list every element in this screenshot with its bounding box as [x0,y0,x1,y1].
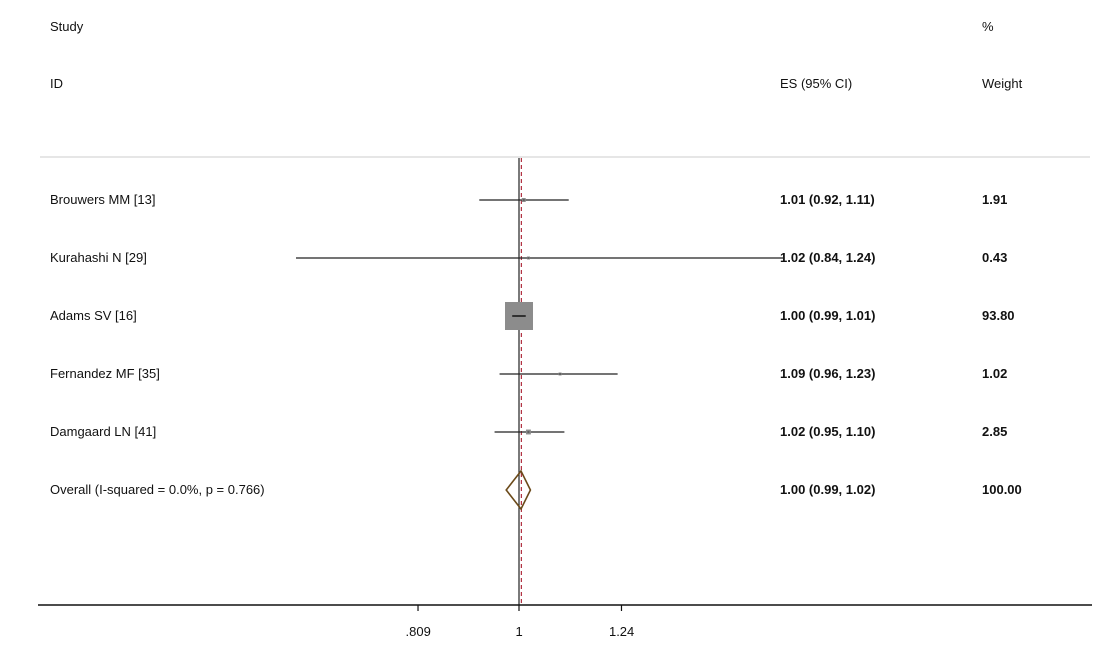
es-ci-1: 1.02 (0.84, 1.24) [780,250,876,265]
weight-0: 1.91 [982,192,1008,207]
x-tick-label-0: .809 [405,624,431,639]
es-ci-4: 1.02 (0.95, 1.10) [780,424,876,439]
overall-weight: 100.00 [982,482,1022,497]
weight-2: 93.80 [982,308,1015,323]
weight-4: 2.85 [982,424,1008,439]
x-tick-label-1: 1 [515,624,523,639]
study-label-2: Adams SV [16] [50,308,137,323]
weight-3: 1.02 [982,366,1008,381]
es-ci-0: 1.01 (0.92, 1.11) [780,192,875,207]
overall-es-ci: 1.00 (0.99, 1.02) [780,482,876,497]
study-header: Study [50,19,84,34]
study-label-0: Brouwers MM [13] [50,192,156,207]
weight-header: Weight [982,76,1023,91]
es-ci-2: 1.00 (0.99, 1.01) [780,308,876,323]
weight-1: 0.43 [982,250,1008,265]
overall-label: Overall (I-squared = 0.0%, p = 0.766) [50,482,265,497]
overall-diamond [505,469,532,511]
es-ci-3: 1.09 (0.96, 1.23) [780,366,876,381]
study-label-1: Kurahashi N [29] [50,250,147,265]
es-header: ES (95% CI) [780,76,853,91]
x-tick-label-2: 1.24 [608,624,635,639]
id-header: ID [50,76,63,91]
percent-header: % [982,19,994,34]
study-label-3: Fernandez MF [35] [50,366,160,381]
study-label-4: Damgaard LN [41] [50,424,157,439]
